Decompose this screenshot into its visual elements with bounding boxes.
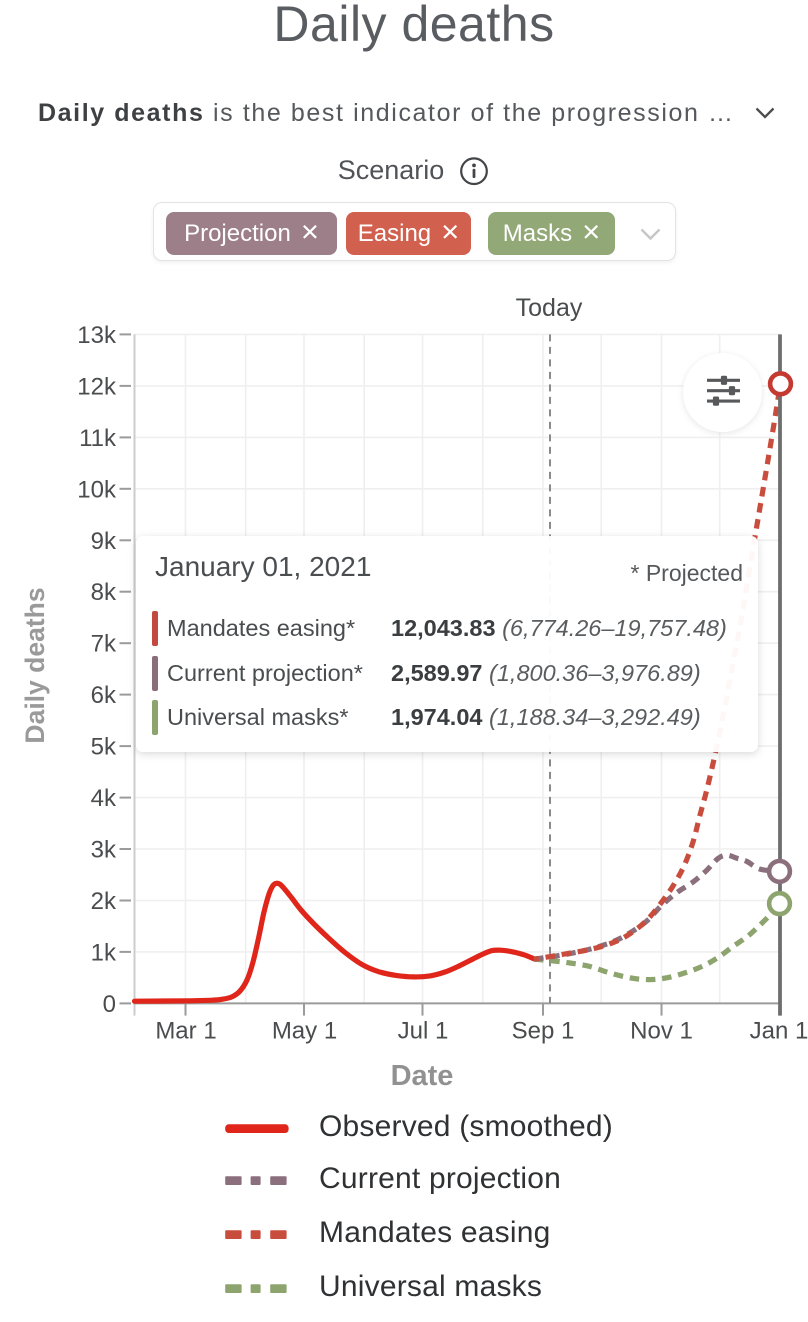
- svg-text:Nov 1: Nov 1: [630, 1018, 693, 1045]
- svg-text:11k: 11k: [79, 425, 117, 452]
- svg-text:9k: 9k: [91, 528, 117, 555]
- svg-text:13k: 13k: [77, 322, 117, 349]
- svg-text:4k: 4k: [91, 785, 117, 812]
- svg-text:8k: 8k: [91, 579, 117, 606]
- svg-text:Mar 1: Mar 1: [155, 1018, 216, 1045]
- svg-text:3k: 3k: [91, 837, 117, 864]
- svg-text:Daily deaths: Daily deaths: [20, 587, 50, 743]
- svg-text:Date: Date: [391, 1060, 454, 1092]
- svg-text:1k: 1k: [91, 939, 117, 966]
- svg-text:6k: 6k: [91, 682, 117, 709]
- svg-text:Jan 1: Jan 1: [750, 1018, 808, 1045]
- svg-text:10k: 10k: [77, 476, 117, 503]
- svg-text:12k: 12k: [77, 373, 117, 400]
- svg-text:2k: 2k: [91, 888, 117, 915]
- svg-text:5k: 5k: [91, 734, 117, 761]
- svg-text:May 1: May 1: [272, 1018, 337, 1045]
- svg-text:Today: Today: [516, 294, 583, 322]
- svg-text:7k: 7k: [91, 631, 117, 658]
- svg-text:Sep 1: Sep 1: [512, 1018, 575, 1045]
- svg-text:Jul 1: Jul 1: [398, 1018, 449, 1045]
- svg-text:0: 0: [103, 991, 116, 1018]
